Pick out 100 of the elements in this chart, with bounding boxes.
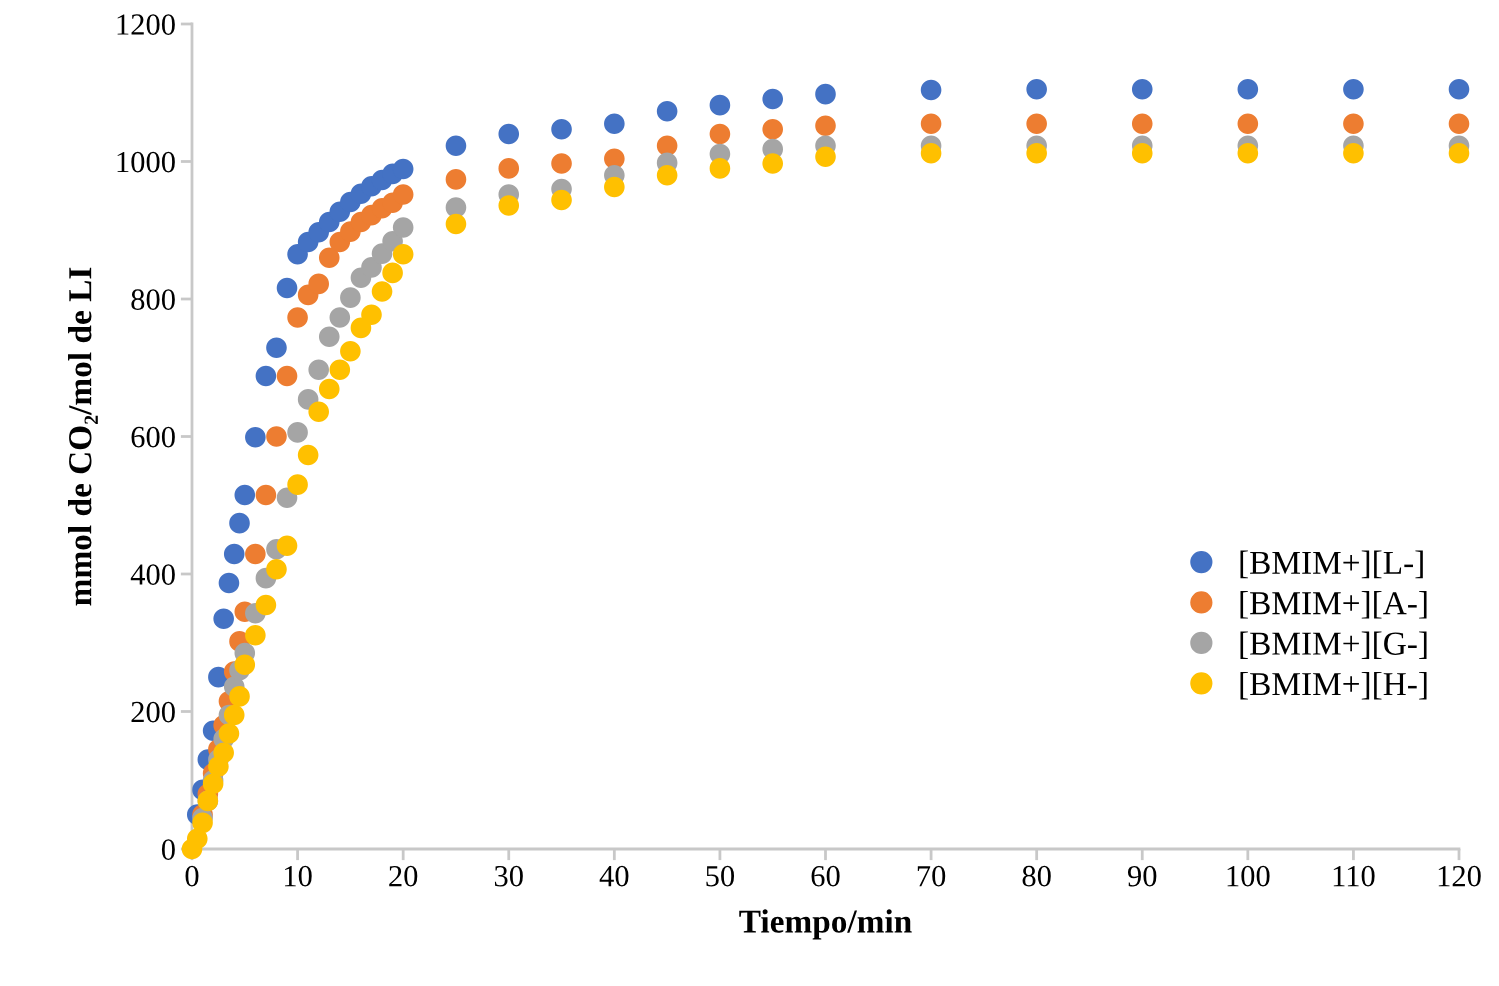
- point: [1237, 142, 1259, 164]
- x-tick-label: 100: [1227, 865, 1270, 887]
- point: [318, 326, 340, 348]
- point: [392, 158, 414, 180]
- point: [318, 247, 340, 269]
- point: [815, 115, 836, 137]
- point: [815, 83, 836, 105]
- point: [498, 123, 520, 145]
- point: [604, 176, 625, 198]
- x-tick-label: 50: [706, 865, 735, 887]
- point: [382, 262, 403, 284]
- point: [223, 543, 245, 565]
- point: [308, 359, 329, 381]
- point: [266, 337, 287, 359]
- point: [762, 153, 784, 174]
- x-tick-label: 30: [494, 865, 523, 887]
- y-tick-label: 600: [131, 426, 175, 448]
- point: [245, 543, 266, 565]
- point: [1343, 142, 1364, 164]
- point: [340, 340, 361, 362]
- point: [392, 217, 414, 238]
- point: [709, 158, 731, 179]
- point: [445, 169, 467, 190]
- point: [245, 426, 266, 448]
- y-tick-label: 400: [130, 564, 175, 585]
- x-tick-label: 70: [917, 865, 946, 887]
- point: [276, 277, 298, 299]
- x-tick-label: 40: [599, 865, 629, 887]
- point: [762, 118, 784, 140]
- point: [266, 426, 287, 447]
- point: [234, 484, 256, 506]
- point: [229, 686, 250, 707]
- point: [361, 257, 382, 278]
- point: [1026, 142, 1047, 164]
- point: [223, 704, 245, 726]
- legend-label: [BMIM+][L-]: [1240, 550, 1423, 579]
- point: [287, 422, 308, 443]
- point: [604, 113, 625, 134]
- point: [255, 484, 277, 506]
- x-axis-title: Tiempo/min: [739, 909, 912, 940]
- point: [276, 365, 298, 387]
- point: [287, 474, 308, 495]
- x-tick-label: 20: [389, 865, 418, 887]
- point: [551, 189, 572, 211]
- y-tick-label: 1000: [117, 151, 175, 173]
- point: [656, 101, 678, 122]
- y-tick-label: 0: [161, 839, 175, 860]
- point: [551, 118, 572, 140]
- point: [445, 135, 467, 156]
- point: [656, 164, 678, 186]
- point: [1026, 113, 1047, 134]
- point: [218, 723, 240, 744]
- point: [551, 153, 572, 174]
- legend-label: [BMIM+][H-]: [1240, 671, 1427, 700]
- x-tick-label: 10: [284, 865, 312, 887]
- x-tick-label: 0: [185, 865, 199, 887]
- point: [1343, 79, 1364, 100]
- x-tick-label: 60: [811, 865, 840, 887]
- point: [213, 608, 234, 629]
- point: [255, 365, 277, 387]
- point: [1131, 113, 1153, 134]
- y-axis-title: mmol de CO₂/mol de LI: [68, 267, 98, 606]
- x-tick-label: 80: [1022, 865, 1051, 887]
- point: [340, 287, 361, 308]
- point: [218, 572, 240, 594]
- point: [920, 113, 942, 134]
- point: [1237, 79, 1259, 100]
- point: [255, 594, 277, 616]
- point: [1131, 142, 1153, 164]
- point: [266, 558, 287, 580]
- point: [276, 535, 298, 557]
- y-tick-label: 200: [131, 701, 175, 723]
- point: [229, 512, 250, 534]
- y-tick-label: 1200: [117, 14, 175, 35]
- point: [815, 146, 836, 167]
- point: [709, 123, 731, 145]
- point: [920, 142, 942, 164]
- point: [371, 281, 393, 302]
- point: [329, 307, 351, 328]
- point: [213, 742, 234, 764]
- point: [498, 195, 520, 216]
- point: [1131, 79, 1153, 100]
- point: [318, 378, 340, 400]
- point: [361, 304, 382, 326]
- point: [245, 624, 266, 646]
- y-tick-label: 800: [131, 289, 175, 310]
- point: [920, 79, 942, 101]
- point: [202, 773, 224, 794]
- point: [308, 273, 329, 295]
- x-tick-label: 110: [1333, 865, 1375, 887]
- legend-label: [BMIM+][A-]: [1240, 591, 1427, 619]
- point: [392, 244, 414, 265]
- x-tick-label: 90: [1127, 865, 1157, 887]
- point: [1448, 79, 1470, 100]
- point: [1343, 113, 1364, 134]
- point: [234, 654, 256, 676]
- point: [445, 213, 467, 235]
- point: [329, 359, 351, 381]
- point: [308, 401, 329, 423]
- point: [1237, 113, 1259, 134]
